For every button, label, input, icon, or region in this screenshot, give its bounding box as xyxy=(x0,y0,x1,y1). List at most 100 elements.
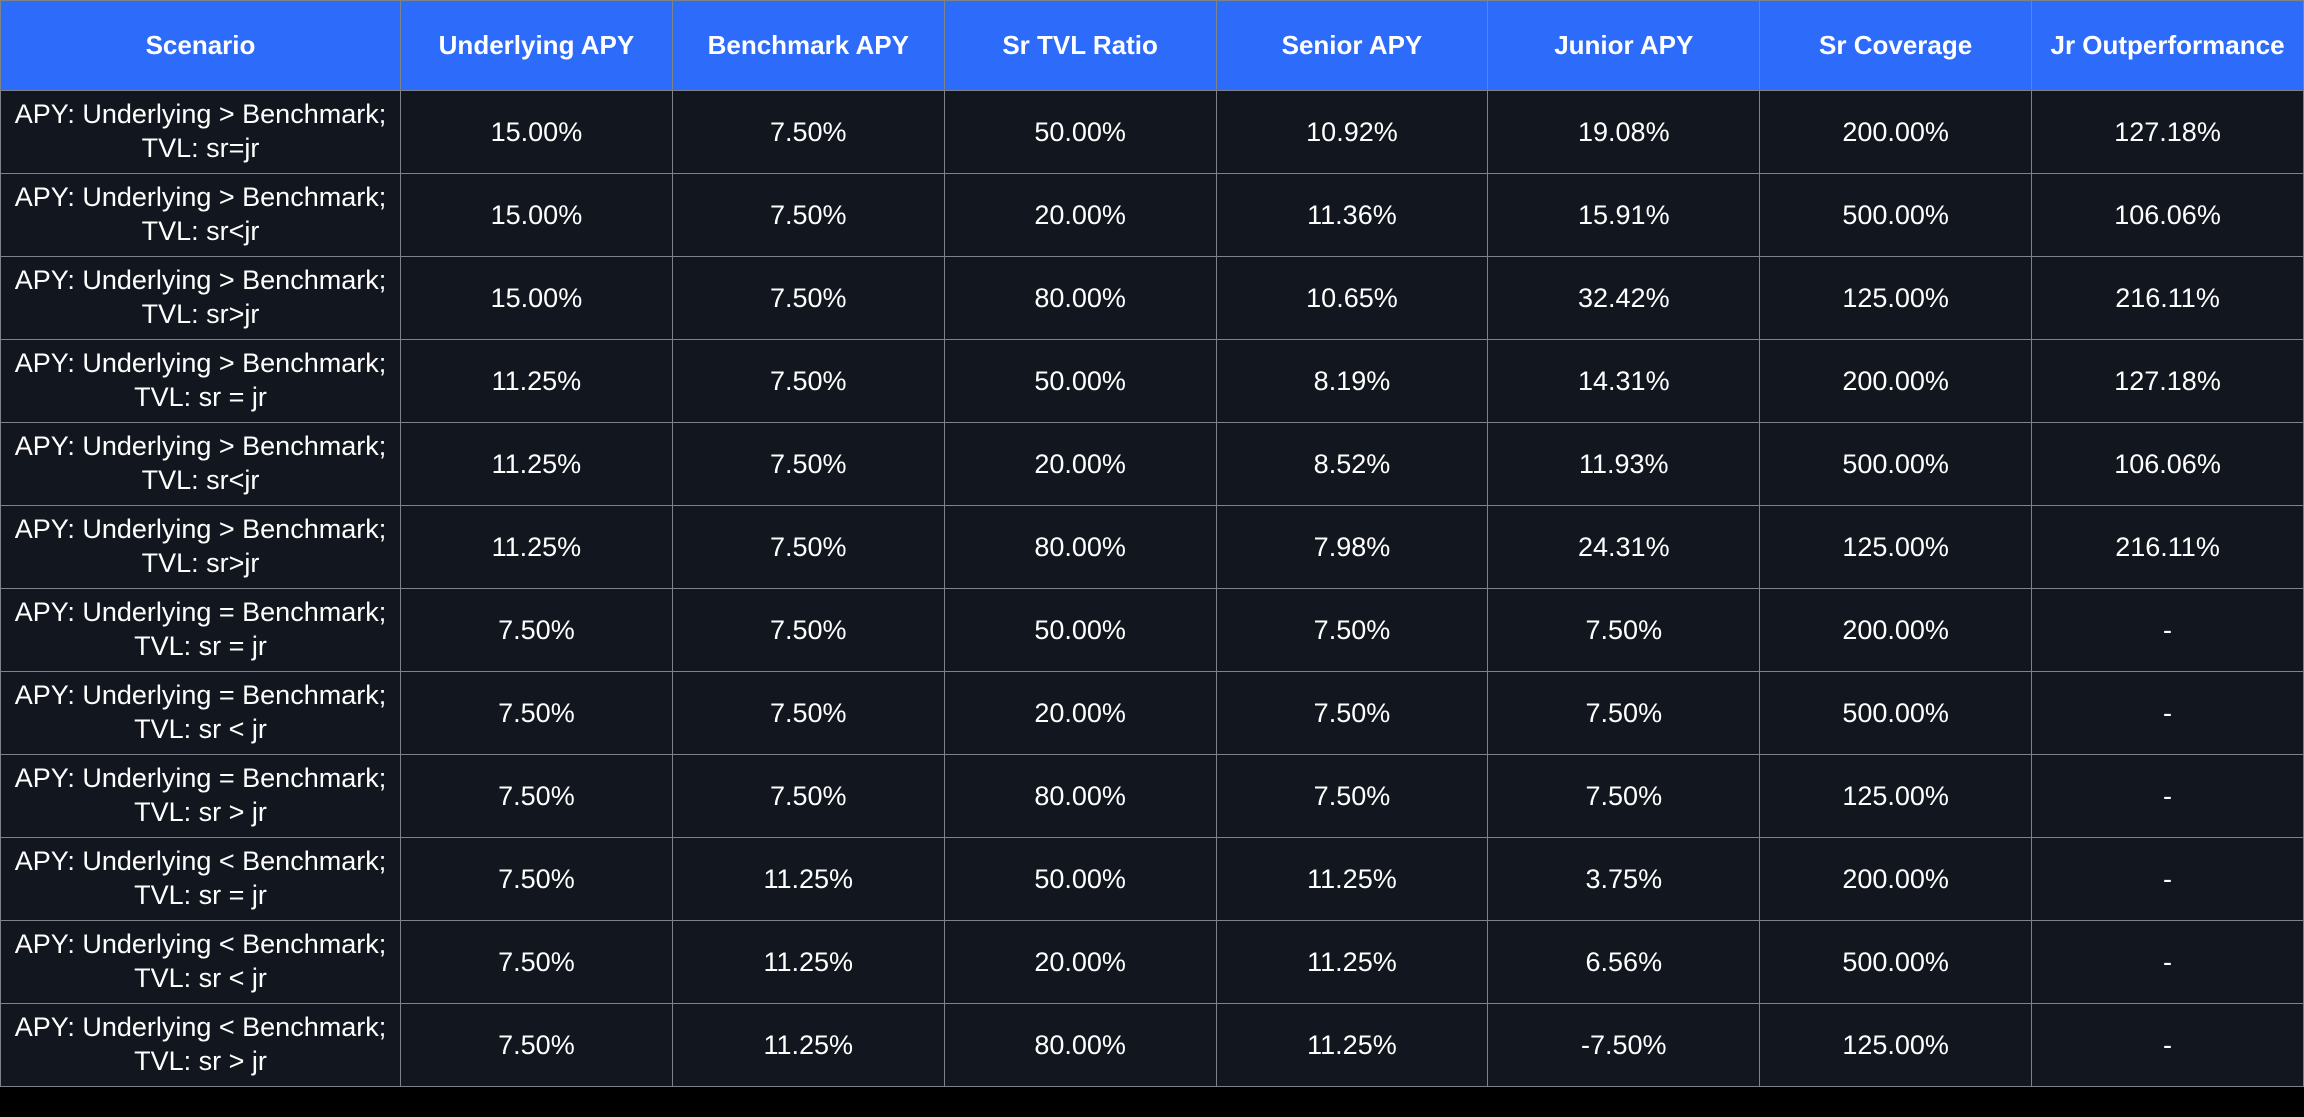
value-cell: 216.11% xyxy=(2031,505,2304,589)
value-cell: 3.75% xyxy=(1487,837,1761,921)
value-cell: 7.50% xyxy=(671,173,945,257)
value-cell: - xyxy=(2031,1003,2304,1087)
value-cell: 7.50% xyxy=(400,588,673,672)
value-cell: 106.06% xyxy=(2031,173,2304,257)
table-row: APY: Underlying > Benchmark; TVL: sr>jr 11… xyxy=(0,505,2304,589)
value-cell: 15.00% xyxy=(400,173,673,257)
value-cell: - xyxy=(2031,588,2304,672)
value-cell: 24.31% xyxy=(1487,505,1761,589)
value-cell: 7.50% xyxy=(1215,754,1489,838)
scenario-line: TVL: sr < jr xyxy=(134,714,267,744)
value-cell: 7.50% xyxy=(671,671,945,755)
table-row: APY: Underlying < Benchmark; TVL: sr < jr… xyxy=(0,920,2304,1004)
value-cell: 50.00% xyxy=(943,339,1217,423)
value-cell: 200.00% xyxy=(1759,90,2033,174)
header-junior-apy: Junior APY xyxy=(1487,0,1761,91)
scenario-cell: APY: Underlying > Benchmark; TVL: sr<jr xyxy=(0,173,401,257)
value-cell: 11.36% xyxy=(1215,173,1489,257)
value-cell: 7.50% xyxy=(400,754,673,838)
scenario-line: APY: Underlying = Benchmark; xyxy=(14,680,387,711)
scenario-line: TVL: sr > jr xyxy=(134,797,267,827)
scenario-cell: APY: Underlying > Benchmark; TVL: sr>jr xyxy=(0,505,401,589)
scenario-line: APY: Underlying < Benchmark; xyxy=(14,929,387,960)
scenario-line: TVL: sr = jr xyxy=(134,382,267,412)
value-cell: 10.92% xyxy=(1215,90,1489,174)
scenario-line: APY: Underlying > Benchmark; xyxy=(14,348,387,379)
scenario-line: TVL: sr = jr xyxy=(134,880,267,910)
value-cell: 6.56% xyxy=(1487,920,1761,1004)
value-cell: 11.25% xyxy=(400,339,673,423)
scenario-line: APY: Underlying = Benchmark; xyxy=(14,597,387,628)
value-cell: 7.50% xyxy=(1215,671,1489,755)
scenario-line: TVL: sr > jr xyxy=(134,1046,267,1076)
value-cell: 7.50% xyxy=(1215,588,1489,672)
value-cell: 500.00% xyxy=(1759,920,2033,1004)
value-cell: 7.50% xyxy=(671,505,945,589)
bottom-margin xyxy=(0,1087,2304,1108)
value-cell: 7.50% xyxy=(400,1003,673,1087)
value-cell: 20.00% xyxy=(943,920,1217,1004)
value-cell: 11.93% xyxy=(1487,422,1761,506)
value-cell: 11.25% xyxy=(400,422,673,506)
value-cell: 80.00% xyxy=(943,256,1217,340)
value-cell: 7.50% xyxy=(400,920,673,1004)
value-cell: 127.18% xyxy=(2031,339,2304,423)
scenario-line: TVL: sr<jr xyxy=(141,465,260,495)
value-cell: 200.00% xyxy=(1759,588,2033,672)
table-row: APY: Underlying < Benchmark; TVL: sr > jr… xyxy=(0,1003,2304,1087)
value-cell: 500.00% xyxy=(1759,422,2033,506)
value-cell: 32.42% xyxy=(1487,256,1761,340)
value-cell: 50.00% xyxy=(943,90,1217,174)
value-cell: 20.00% xyxy=(943,671,1217,755)
value-cell: 11.25% xyxy=(1215,920,1489,1004)
scenario-cell: APY: Underlying = Benchmark; TVL: sr < jr xyxy=(0,671,401,755)
value-cell: 11.25% xyxy=(671,920,945,1004)
value-cell: 7.50% xyxy=(1487,671,1761,755)
scenario-cell: APY: Underlying < Benchmark; TVL: sr = jr xyxy=(0,837,401,921)
table-row: APY: Underlying = Benchmark; TVL: sr > jr… xyxy=(0,754,2304,838)
table-row: APY: Underlying > Benchmark; TVL: sr<jr 11… xyxy=(0,422,2304,506)
value-cell: 11.25% xyxy=(671,837,945,921)
header-benchmark-apy: Benchmark APY xyxy=(671,0,945,91)
value-cell: 10.65% xyxy=(1215,256,1489,340)
value-cell: 50.00% xyxy=(943,588,1217,672)
value-cell: 7.50% xyxy=(400,837,673,921)
scenario-line: TVL: sr < jr xyxy=(134,963,267,993)
value-cell: 80.00% xyxy=(943,754,1217,838)
value-cell: 216.11% xyxy=(2031,256,2304,340)
scenario-line: TVL: sr<jr xyxy=(141,216,260,246)
value-cell: - xyxy=(2031,754,2304,838)
value-cell: 125.00% xyxy=(1759,754,2033,838)
value-cell: 15.91% xyxy=(1487,173,1761,257)
value-cell: 14.31% xyxy=(1487,339,1761,423)
table-row: APY: Underlying = Benchmark; TVL: sr = jr… xyxy=(0,588,2304,672)
scenario-line: TVL: sr>jr xyxy=(141,299,260,329)
scenario-line: TVL: sr = jr xyxy=(134,631,267,661)
scenario-line: APY: Underlying > Benchmark; xyxy=(14,265,387,296)
value-cell: 80.00% xyxy=(943,1003,1217,1087)
value-cell: 200.00% xyxy=(1759,339,2033,423)
value-cell: 125.00% xyxy=(1759,1003,2033,1087)
scenario-line: APY: Underlying < Benchmark; xyxy=(14,1012,387,1043)
value-cell: 7.50% xyxy=(671,339,945,423)
value-cell: 20.00% xyxy=(943,173,1217,257)
value-cell: 11.25% xyxy=(1215,1003,1489,1087)
value-cell: 500.00% xyxy=(1759,173,2033,257)
table-header: Scenario Underlying APY Benchmark APY Sr… xyxy=(0,0,2304,91)
value-cell: 8.52% xyxy=(1215,422,1489,506)
header-scenario: Scenario xyxy=(0,0,401,91)
value-cell: 7.50% xyxy=(1487,754,1761,838)
value-cell: 8.19% xyxy=(1215,339,1489,423)
scenario-line: APY: Underlying > Benchmark; xyxy=(14,514,387,545)
value-cell: 19.08% xyxy=(1487,90,1761,174)
value-cell: 106.06% xyxy=(2031,422,2304,506)
value-cell: 127.18% xyxy=(2031,90,2304,174)
table-row: APY: Underlying < Benchmark; TVL: sr = jr… xyxy=(0,837,2304,921)
header-sr-tvl-ratio: Sr TVL Ratio xyxy=(943,0,1217,91)
value-cell: - xyxy=(2031,671,2304,755)
scenario-cell: APY: Underlying > Benchmark; TVL: sr=jr xyxy=(0,90,401,174)
scenario-cell: APY: Underlying > Benchmark; TVL: sr<jr xyxy=(0,422,401,506)
scenario-line: TVL: sr>jr xyxy=(141,548,260,578)
header-jr-outperformance: Jr Outperformance xyxy=(2031,0,2304,91)
value-cell: 50.00% xyxy=(943,837,1217,921)
